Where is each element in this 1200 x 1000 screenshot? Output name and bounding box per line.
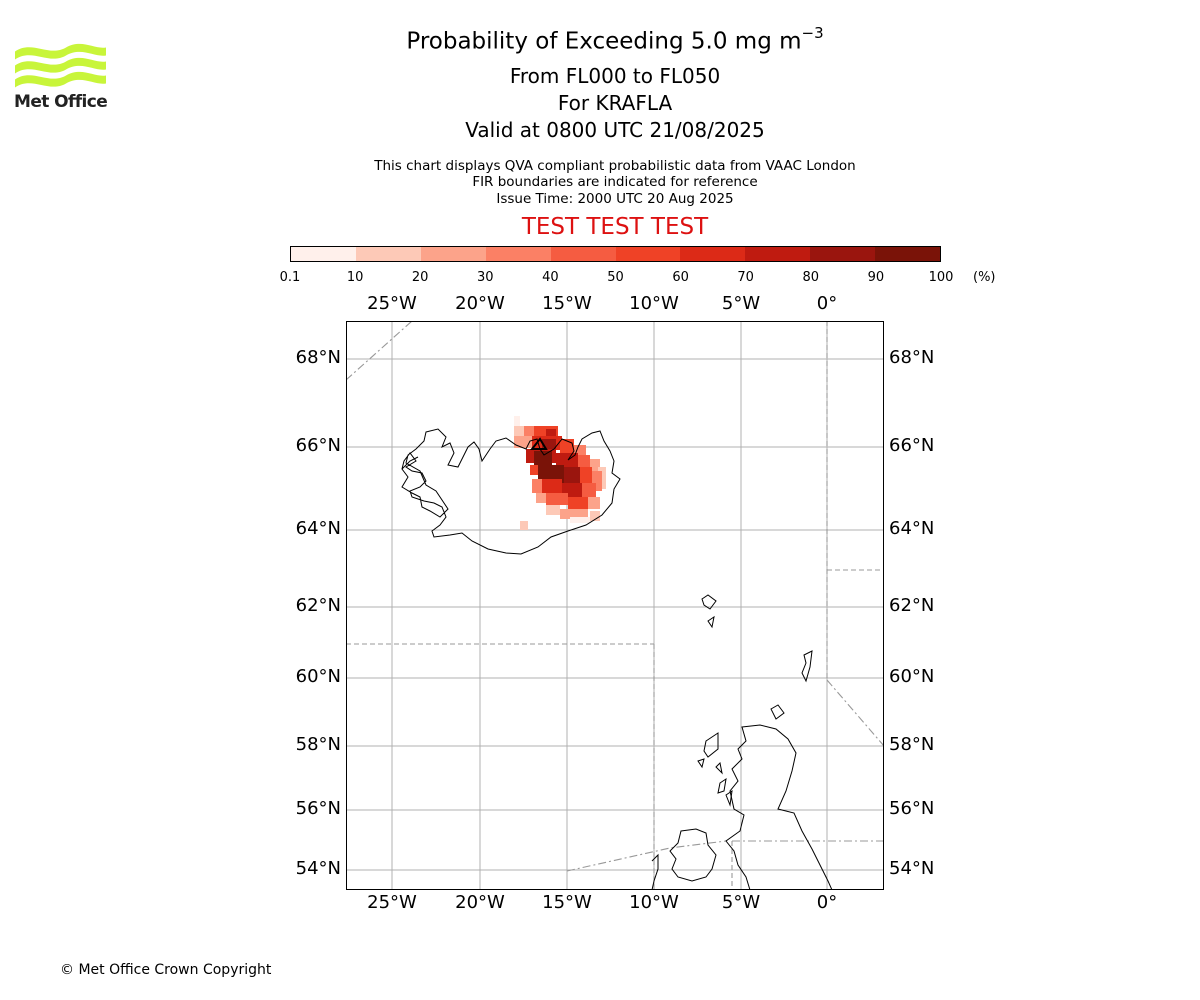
longitude-label: 25°W (367, 293, 417, 314)
colorbar-tick-label: 50 (607, 270, 624, 285)
plume-cell (520, 521, 528, 530)
plume-cell (560, 509, 588, 519)
colorbar-segment (745, 247, 811, 261)
ash-probability-plume (514, 416, 606, 530)
plume-cell (530, 465, 538, 475)
colorbar-segment (680, 247, 746, 261)
logo-text: Met Office (14, 92, 108, 112)
map-plot (346, 321, 884, 890)
latitude-label-right: 56°N (889, 798, 935, 819)
latitude-label-left: 60°N (295, 666, 341, 687)
colorbar-tick-label: 60 (672, 270, 689, 285)
plume-cell (582, 483, 596, 499)
plume-cell (574, 445, 586, 455)
latitude-label-left: 56°N (295, 798, 341, 819)
plume-cell (542, 479, 562, 495)
longitude-label: 5°W (721, 293, 761, 314)
plume-cell (590, 511, 600, 521)
plume-cell (534, 451, 552, 467)
latitude-label-right: 66°N (889, 435, 935, 456)
latitude-label-right: 54°N (889, 858, 935, 879)
colorbar-segment (420, 247, 486, 261)
longitude-label: 5°W (721, 892, 761, 913)
latitude-label-right: 68°N (889, 347, 935, 368)
latitude-label-left: 66°N (295, 435, 341, 456)
colorbar-tick-label: 70 (737, 270, 754, 285)
latitude-label-left: 54°N (295, 858, 341, 879)
volcano-marker (529, 437, 548, 450)
flight-levels: From FL000 to FL050 (509, 64, 721, 88)
title-exponent: −3 (801, 24, 824, 42)
colorbar-tick-label: 30 (477, 270, 494, 285)
chart-title: Probability of Exceeding 5.0 mg m−3 (0, 24, 1200, 55)
test-banner: TEST TEST TEST (521, 214, 709, 240)
longitude-label: 15°W (542, 892, 592, 913)
plume-cell (546, 429, 556, 437)
longitude-label: 10°W (629, 892, 679, 913)
fir-boundaries (346, 321, 884, 890)
colorbar-tick-label: 20 (411, 270, 429, 285)
plume-cell (588, 497, 600, 509)
coastlines (401, 428, 833, 890)
gridlines (346, 321, 884, 890)
colorbar-tick-label: 10 (346, 270, 364, 285)
plume-cell (590, 459, 600, 471)
latitude-label-left: 58°N (295, 734, 341, 755)
plume-cell (536, 493, 546, 503)
longitude-label: 15°W (542, 293, 592, 314)
colorbar-unit: (%) (973, 270, 996, 285)
longitude-label: 20°W (455, 293, 505, 314)
plume-cell (532, 479, 542, 493)
info-line-1: This chart displays QVA compliant probab… (374, 158, 856, 174)
volcano-name: For KRAFLA (557, 91, 673, 115)
longitude-label: 0° (816, 892, 838, 913)
longitude-label: 0° (816, 293, 838, 314)
plume-cell (578, 455, 590, 467)
colorbar-tick-label: 80 (802, 270, 820, 285)
colorbar-tick-label: 0.1 (279, 270, 301, 285)
colorbar-segment (810, 247, 876, 261)
plume-cell (564, 467, 580, 483)
latitude-label-left: 62°N (295, 595, 341, 616)
latitude-label-right: 62°N (889, 595, 935, 616)
valid-time: Valid at 0800 UTC 21/08/2025 (465, 118, 765, 142)
latitude-label-right: 64°N (889, 518, 935, 539)
colorbar-tick-label: 90 (867, 270, 885, 285)
issue-time: Issue Time: 2000 UTC 20 Aug 2025 (496, 191, 734, 207)
colorbar-segment (485, 247, 551, 261)
plume-cell (514, 416, 520, 426)
info-line-2: FIR boundaries are indicated for referen… (472, 174, 758, 190)
plume-cell (546, 505, 560, 515)
colorbar-tick-label: 100 (928, 270, 954, 285)
latitude-label-left: 64°N (295, 518, 341, 539)
colorbar (290, 246, 941, 262)
plume-cell (580, 467, 592, 483)
plume-cell (524, 426, 534, 436)
colorbar-tick-label: 40 (542, 270, 559, 285)
title-text: Probability of Exceeding 5.0 mg m (406, 28, 802, 55)
plume-cell (568, 497, 588, 509)
plume-cell (592, 471, 602, 491)
longitude-label: 10°W (629, 293, 679, 314)
colorbar-segment (550, 247, 616, 261)
colorbar-segment (291, 247, 356, 261)
plume-cell (570, 517, 590, 523)
copyright-notice: © Met Office Crown Copyright (60, 962, 272, 978)
map-frame (346, 321, 884, 890)
latitude-label-left: 68°N (295, 347, 341, 368)
colorbar-segment (875, 247, 941, 261)
met-office-logo (15, 43, 106, 88)
latitude-label-right: 60°N (889, 666, 935, 687)
latitude-label-right: 58°N (889, 734, 935, 755)
plume-cell (546, 493, 568, 505)
colorbar-segment (615, 247, 681, 261)
longitude-label: 25°W (367, 892, 417, 913)
colorbar-segment (355, 247, 421, 261)
longitude-label: 20°W (455, 892, 505, 913)
